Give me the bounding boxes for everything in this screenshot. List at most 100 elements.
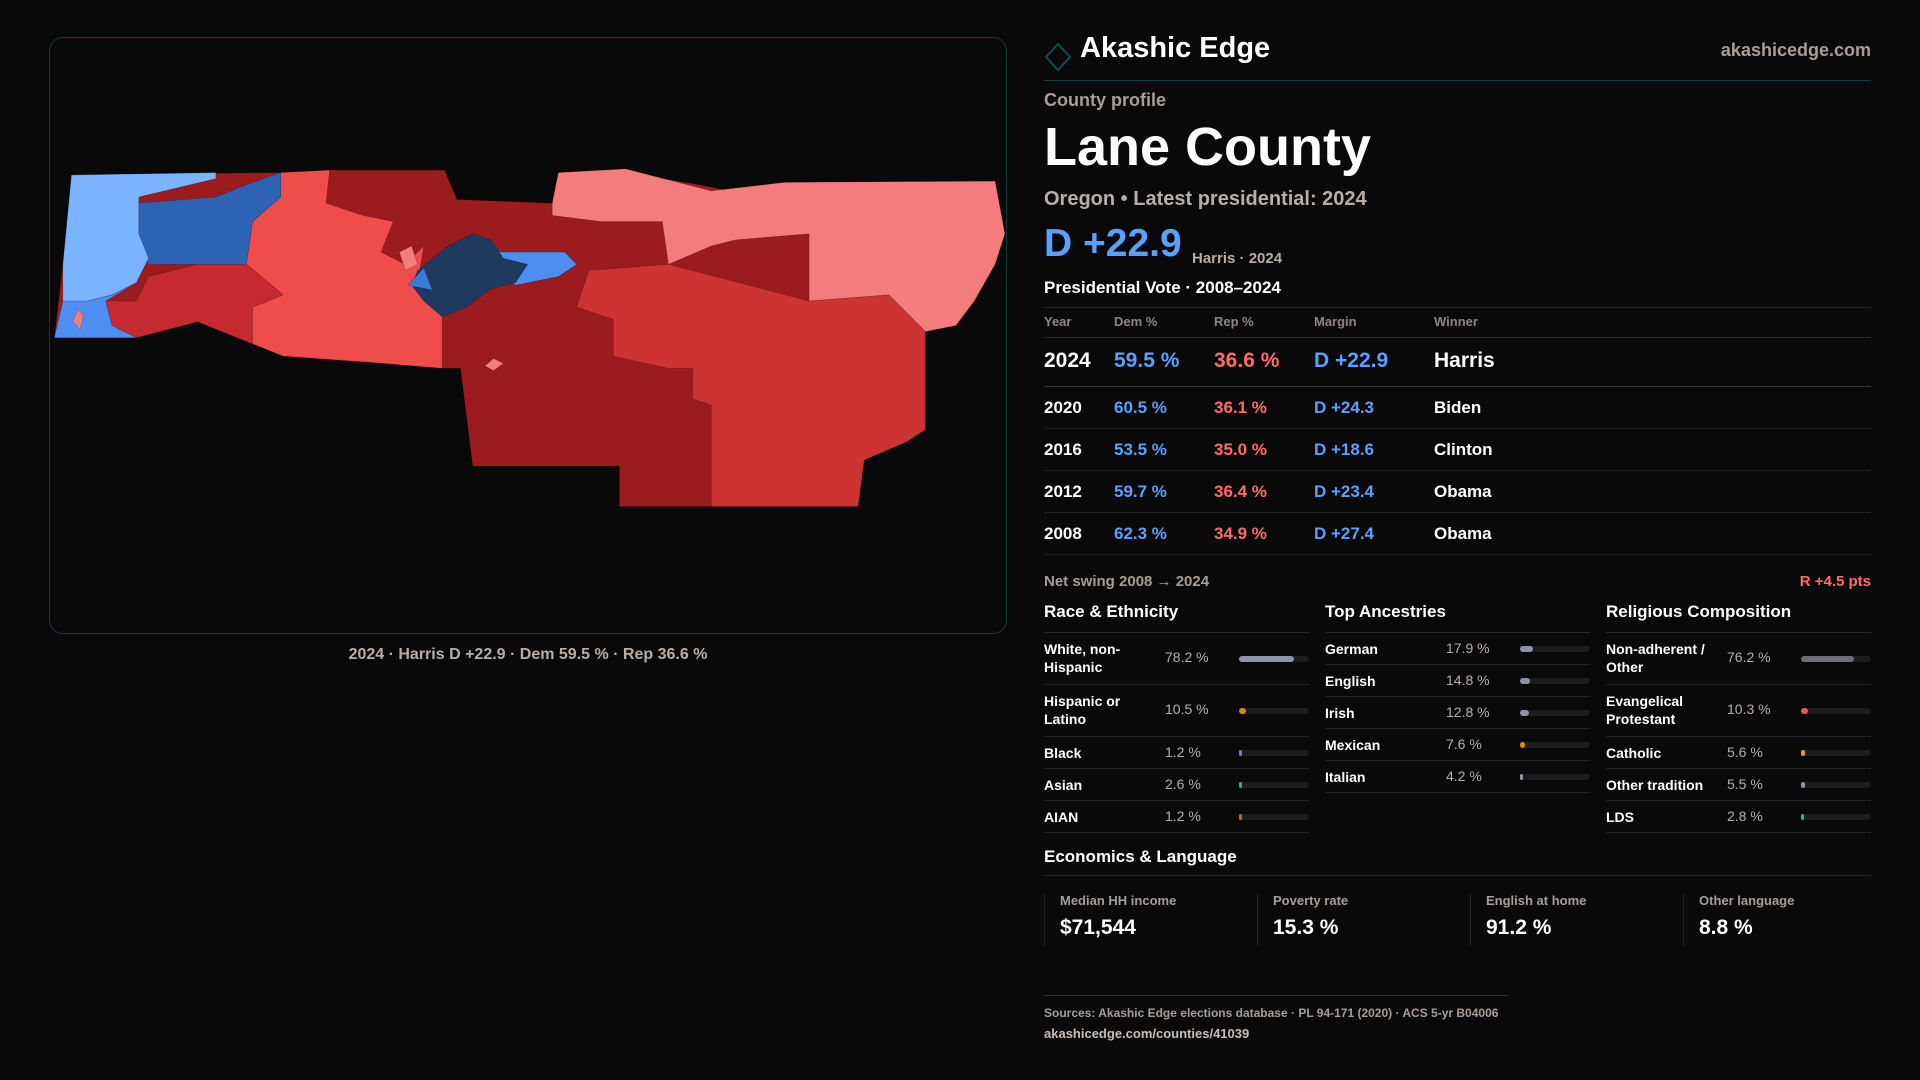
demographic-section: Top Ancestries German 17.9 % English 14.8 % I… — [1325, 600, 1590, 840]
row-value: 10.3 % — [1727, 701, 1771, 717]
region-southeast — [576, 264, 926, 507]
row-label: Other tradition — [1606, 777, 1704, 793]
row-label: LDS — [1606, 809, 1634, 825]
demographic-row: Black 1.2 % — [1044, 737, 1309, 769]
region-pink-2 — [484, 358, 504, 372]
demographic-row: Mexican 7.6 % — [1325, 729, 1590, 761]
precinct-map[interactable] — [50, 38, 1008, 635]
row-label: German — [1325, 641, 1378, 657]
votes-row[interactable]: 2024 59.5 % 36.6 % D +22.9 Harris — [1044, 337, 1871, 387]
votes-rep: 36.4 % — [1214, 482, 1267, 501]
demographic-row: Irish 12.8 % — [1325, 697, 1590, 729]
votes-rep: 36.1 % — [1214, 398, 1267, 417]
row-value: 76.2 % — [1727, 649, 1771, 665]
votes-dem: 59.7 % — [1114, 482, 1167, 501]
demographic-row: Other tradition 5.5 % — [1606, 769, 1871, 801]
demographic-row: German 17.9 % — [1325, 633, 1590, 665]
row-label: Catholic — [1606, 745, 1662, 761]
votes-winner: Harris — [1434, 349, 1495, 372]
row-bar — [1801, 782, 1871, 788]
region-pink-3 — [398, 245, 419, 271]
stat-value: 91.2 % — [1486, 916, 1552, 939]
demographic-row: Hispanic or Latino 10.5 % — [1044, 685, 1309, 737]
demographic-row: LDS 2.8 % — [1606, 801, 1871, 833]
region-pink-1 — [72, 309, 85, 330]
row-bar-fill — [1239, 708, 1247, 714]
row-value: 14.8 % — [1446, 672, 1490, 688]
votes-margin: D +27.4 — [1314, 524, 1375, 543]
row-bar-fill — [1801, 708, 1809, 714]
row-bar — [1801, 814, 1871, 820]
row-bar-fill — [1239, 814, 1242, 820]
votes-winner: Obama — [1434, 524, 1492, 543]
page-kicker: County profile — [1044, 90, 1166, 110]
votes-year: 2008 — [1044, 524, 1082, 543]
demographic-section: Religious Composition Non-adherent / Othe… — [1606, 600, 1871, 840]
row-bar-fill — [1520, 646, 1533, 652]
stat-label: Other language — [1699, 893, 1795, 908]
votes-rep: 35.0 % — [1214, 440, 1267, 459]
votes-row[interactable]: 2008 62.3 % 34.9 % D +27.4 Obama — [1044, 513, 1871, 555]
row-value: 1.2 % — [1165, 808, 1201, 824]
votes-margin: D +22.9 — [1314, 349, 1389, 372]
section-title: Top Ancestries — [1325, 602, 1446, 621]
row-bar-fill — [1520, 742, 1526, 748]
map-panel[interactable] — [49, 37, 1007, 634]
diamond-logo-icon — [1044, 42, 1072, 72]
stat-label: English at home — [1486, 893, 1587, 908]
votes-margin: D +23.4 — [1314, 482, 1375, 501]
column-header: Dem % — [1114, 314, 1158, 329]
row-bar — [1239, 656, 1309, 662]
row-bar — [1801, 656, 1871, 662]
row-value: 12.8 % — [1446, 704, 1490, 720]
demographic-row: English 14.8 % — [1325, 665, 1590, 697]
stat-value: 8.8 % — [1699, 916, 1753, 939]
demographic-row: Catholic 5.6 % — [1606, 737, 1871, 769]
votes-row[interactable]: 2016 53.5 % 35.0 % D +18.6 Clinton — [1044, 429, 1871, 471]
column-header: Winner — [1434, 314, 1478, 329]
stat-card: Median HH income $71,544 — [1044, 893, 1176, 946]
row-value: 2.6 % — [1165, 776, 1201, 792]
demographic-section: Race & Ethnicity White, non-Hispanic 78.2 … — [1044, 600, 1309, 840]
site-link[interactable]: akashicedge.com — [1720, 40, 1871, 60]
votes-row[interactable]: 2020 60.5 % 36.1 % D +24.3 Biden — [1044, 387, 1871, 429]
row-label: Hispanic or Latino — [1044, 693, 1121, 727]
stat-card: Other language 8.8 % — [1683, 893, 1794, 946]
headline-margin-note: Harris · 2024 — [1192, 250, 1283, 267]
row-label: Italian — [1325, 769, 1366, 785]
row-bar-fill — [1801, 750, 1805, 756]
votes-table: 2024 59.5 % 36.6 % D +22.9 Harris 2020 60.5 % 3… — [1044, 337, 1871, 567]
row-bar — [1801, 750, 1871, 756]
row-bar — [1520, 742, 1590, 748]
stat-card: Poverty rate 15.3 % — [1257, 893, 1348, 946]
demographic-row: Asian 2.6 % — [1044, 769, 1309, 801]
demographic-row: Evangelical Protestant 10.3 % — [1606, 685, 1871, 737]
brand-name: Akashic Edge — [1080, 32, 1271, 64]
map-caption: 2024 · Harris D +22.9 · Dem 59.5 % · Rep… — [348, 646, 708, 663]
region-metro-west — [407, 267, 433, 291]
page-subtitle: Oregon • Latest presidential: 2024 — [1044, 188, 1367, 210]
votes-year: 2020 — [1044, 398, 1082, 417]
votes-year: 2016 — [1044, 440, 1082, 459]
section-title: Religious Composition — [1606, 602, 1792, 621]
column-header: Rep % — [1214, 314, 1254, 329]
row-bar-fill — [1520, 710, 1529, 716]
votes-row[interactable]: 2012 59.7 % 36.4 % D +23.4 Obama — [1044, 471, 1871, 513]
county-url-link[interactable]: akashicedge.com/counties/41039 — [1044, 1026, 1250, 1041]
row-bar — [1520, 774, 1590, 780]
row-label: English — [1325, 673, 1376, 689]
votes-dem: 62.3 % — [1114, 524, 1167, 543]
headline-margin: D +22.9 — [1044, 222, 1182, 265]
row-value: 1.2 % — [1165, 744, 1201, 760]
row-label: Asian — [1044, 777, 1083, 793]
votes-winner: Biden — [1434, 398, 1482, 417]
row-value: 17.9 % — [1446, 640, 1490, 656]
row-bar — [1801, 708, 1871, 714]
votes-dem: 60.5 % — [1114, 398, 1167, 417]
row-bar — [1520, 678, 1590, 684]
row-value: 10.5 % — [1165, 701, 1209, 717]
votes-year: 2024 — [1044, 349, 1091, 372]
demographic-row: Non-adherent / Other 76.2 % — [1606, 633, 1871, 685]
row-bar-fill — [1520, 774, 1523, 780]
swing-label: Net swing 2008 → 2024 — [1044, 573, 1210, 590]
